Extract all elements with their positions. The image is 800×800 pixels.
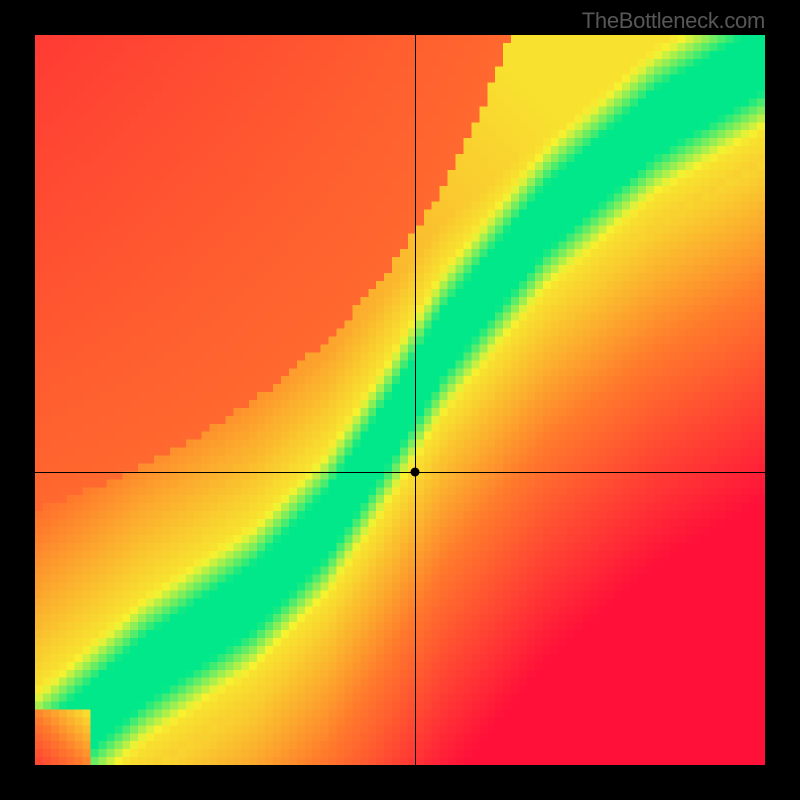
crosshair-horizontal	[35, 472, 765, 473]
chart-container	[35, 35, 765, 765]
watermark-text: TheBottleneck.com	[582, 8, 765, 34]
data-point-marker	[410, 467, 419, 476]
crosshair-vertical	[415, 35, 416, 765]
heatmap-canvas	[35, 35, 765, 765]
